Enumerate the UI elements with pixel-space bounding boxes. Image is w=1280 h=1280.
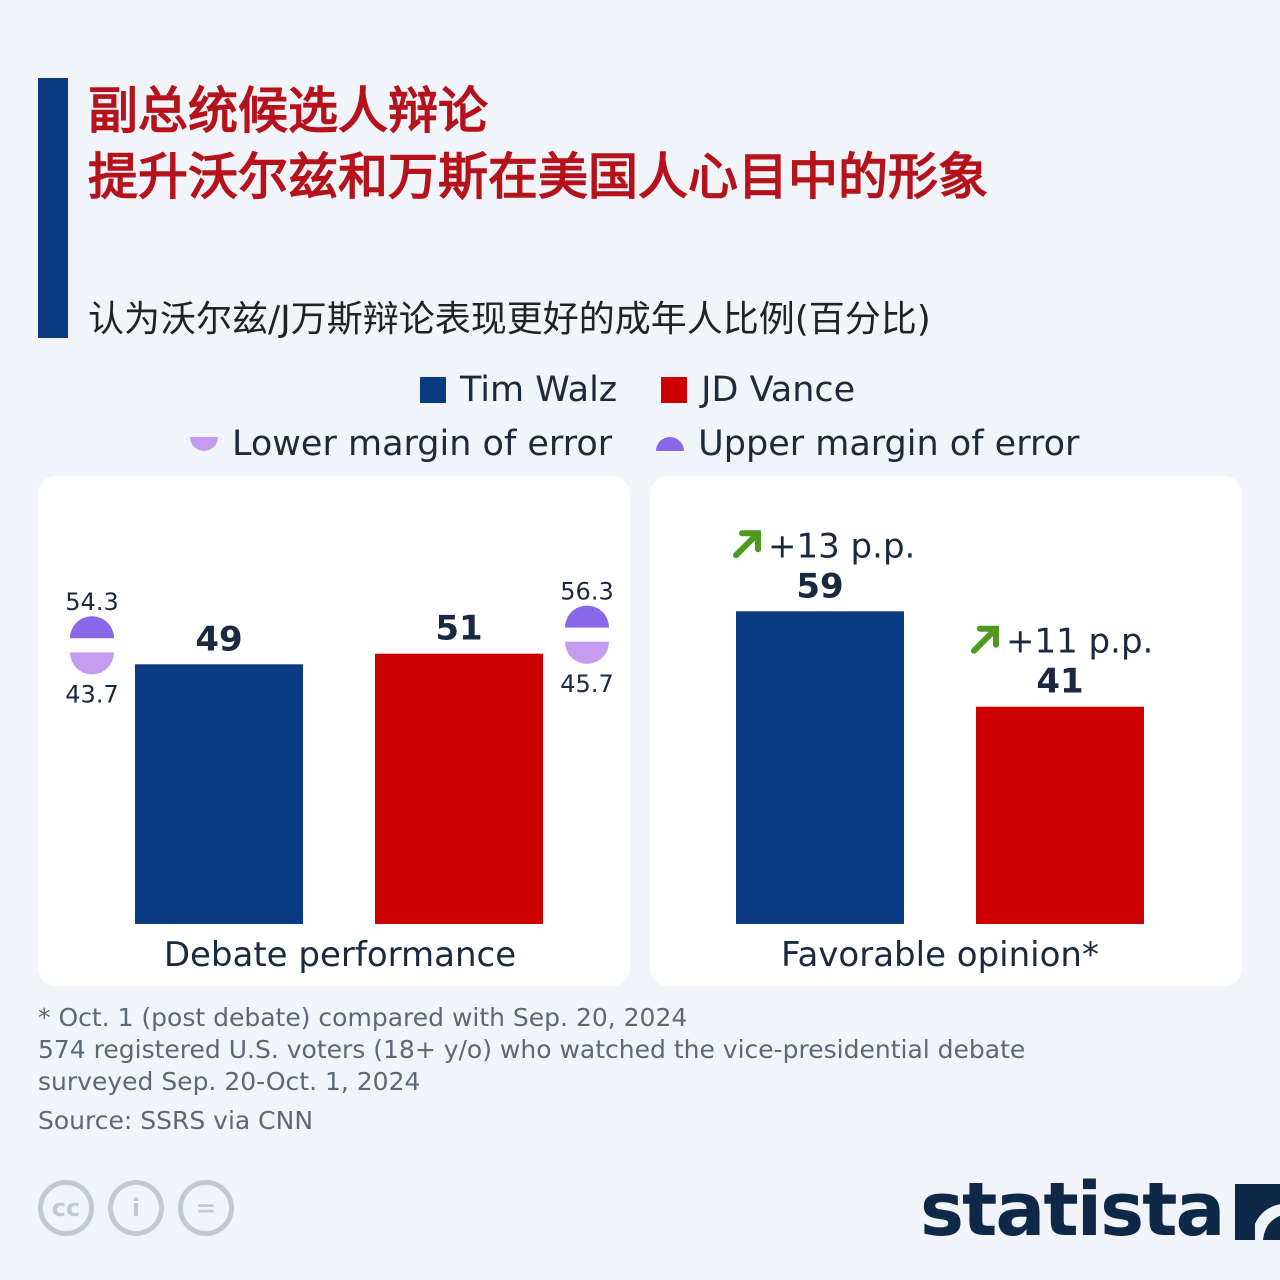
arrow-up-icon-walz xyxy=(733,530,761,559)
change-label-walz: +13 p.p. xyxy=(768,526,915,566)
bar-debate-vance xyxy=(375,653,543,924)
legend-vance-swatch xyxy=(661,377,688,403)
title-accent-bar xyxy=(38,78,68,338)
statista-wordmark: statista xyxy=(920,1167,1225,1253)
upper-margin-marker-walz xyxy=(70,616,114,639)
cc-icon[interactable]: cc xyxy=(38,1180,94,1236)
no-derivatives-icon[interactable]: = xyxy=(178,1180,234,1236)
legend-lower-label: Lower margin of error xyxy=(232,424,613,464)
value-label-favorable-vance: 41 xyxy=(1036,662,1083,702)
source-note: Source: SSRS via CNN xyxy=(38,1106,314,1135)
license-icons: cc i = xyxy=(38,1180,234,1236)
legend-walz-label: Tim Walz xyxy=(460,370,618,410)
upper-margin-label-walz: 54.3 xyxy=(65,588,118,616)
chart-title-favorable: Favorable opinion* xyxy=(781,935,1099,975)
legend-row-margins: Lower margin of error Upper margin of er… xyxy=(190,424,1079,464)
lower-margin-icon xyxy=(190,437,218,451)
statista-mark-icon xyxy=(1235,1184,1280,1240)
title-line-1: 副总统候选人辩论 xyxy=(88,82,488,140)
legend-row-candidates: Tim Walz JD Vance xyxy=(420,370,855,410)
attribution-icon[interactable]: i xyxy=(108,1180,164,1236)
bar-debate-walz xyxy=(135,664,303,924)
upper-margin-icon xyxy=(656,437,685,451)
lower-margin-marker-walz xyxy=(70,652,114,675)
footnote-1: * Oct. 1 (post debate) compared with Sep… xyxy=(38,1003,688,1032)
legend-vance-label: JD Vance xyxy=(701,370,856,410)
upper-margin-marker-vance xyxy=(565,605,609,628)
change-label-vance: +11 p.p. xyxy=(1006,622,1153,662)
title-line-2: 提升沃尔兹和万斯在美国人心目中的形象 xyxy=(88,148,988,206)
statista-logo[interactable]: statista xyxy=(920,1170,1280,1250)
value-label-favorable-walz: 59 xyxy=(796,566,843,606)
bar-favorable-vance xyxy=(976,706,1144,924)
chart-title-debate: Debate performance xyxy=(164,935,516,975)
bar-favorable-walz xyxy=(736,611,904,924)
value-label-debate-walz: 49 xyxy=(195,619,242,659)
legend-upper-label: Upper margin of error xyxy=(698,424,1080,464)
lower-margin-marker-vance xyxy=(565,641,609,664)
footnote-2: 574 registered U.S. voters (18+ y/o) who… xyxy=(38,1035,1026,1064)
upper-margin-label-vance: 56.3 xyxy=(560,578,613,606)
page-title: 副总统候选人辩论 提升沃尔兹和万斯在美国人心目中的形象 xyxy=(88,78,988,210)
lower-margin-label-vance: 45.7 xyxy=(560,670,613,698)
lower-margin-label-walz: 43.7 xyxy=(65,680,118,708)
arrow-up-icon-vance xyxy=(971,625,999,654)
chart-subtitle: 认为沃尔兹/J万斯辩论表现更好的成年人比例(百分比) xyxy=(88,299,931,340)
legend-walz-swatch xyxy=(420,377,446,403)
footnotes: * Oct. 1 (post debate) compared with Sep… xyxy=(38,1002,1025,1098)
footnote-3: surveyed Sep. 20-Oct. 1, 2024 xyxy=(38,1067,421,1096)
value-label-debate-vance: 51 xyxy=(435,609,482,649)
